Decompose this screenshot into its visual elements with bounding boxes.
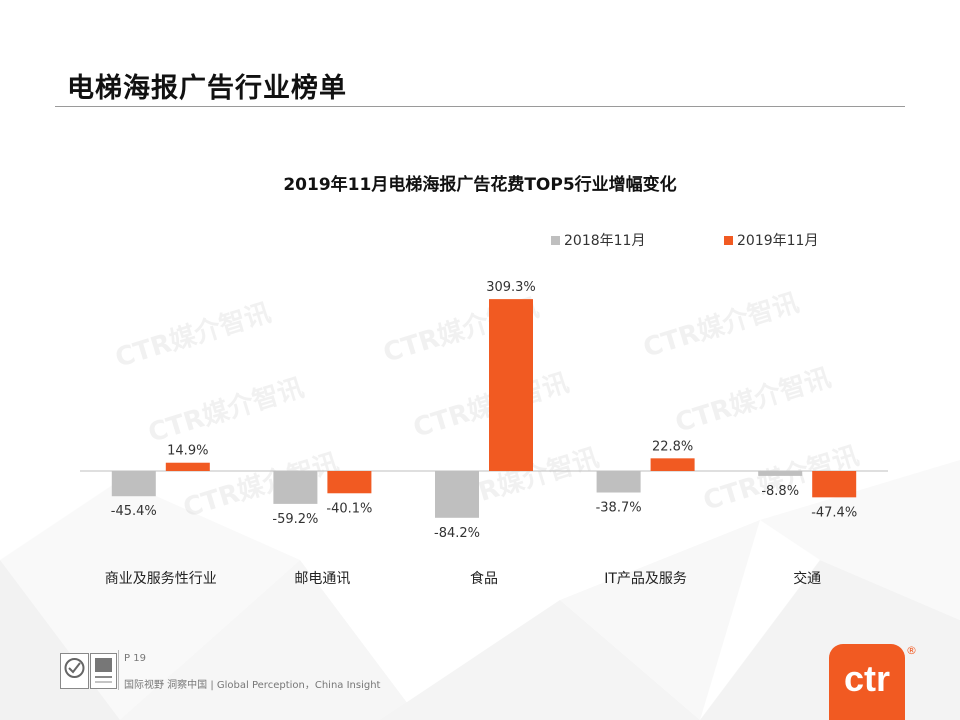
page-title: 电梯海报广告行业榜单 bbox=[67, 73, 347, 104]
logo-text: ctr bbox=[843, 658, 891, 699]
ctr-logo: ctr bbox=[829, 644, 905, 720]
data-label: 14.9% bbox=[167, 444, 208, 459]
category-label: 交通 bbox=[793, 570, 821, 587]
legend-label-2019: 2019年11月 bbox=[737, 233, 819, 249]
footer-divider bbox=[118, 650, 119, 690]
bar-2019 bbox=[650, 458, 695, 471]
category-label: 食品 bbox=[470, 570, 498, 587]
bar-2019 bbox=[489, 299, 533, 471]
bar-2018 bbox=[758, 471, 803, 476]
bar-2018 bbox=[111, 471, 156, 497]
bar-2018 bbox=[273, 471, 318, 504]
legend-label-2018: 2018年11月 bbox=[564, 233, 646, 249]
bar-chart: -45.4% 14.9% 商业及服务性行业 -59.2% -40.1% 邮电通讯 -84.2… bbox=[80, 280, 888, 587]
category-label: 商业及服务性行业 bbox=[105, 571, 217, 587]
bar-2018 bbox=[596, 471, 641, 493]
bar-2019 bbox=[812, 471, 857, 498]
bar-2019 bbox=[327, 471, 372, 494]
data-label: -45.4% bbox=[111, 504, 157, 519]
legend-item-2019: 2019年11月 bbox=[724, 230, 818, 250]
legend-swatch-2019 bbox=[724, 235, 733, 245]
data-label: -38.7% bbox=[596, 501, 642, 516]
title-divider bbox=[55, 106, 905, 107]
legend-item-2018: 2018年11月 bbox=[551, 230, 645, 250]
registered-mark: ® bbox=[906, 644, 917, 657]
category-label: 邮电通讯 bbox=[294, 571, 350, 587]
data-label: 309.3% bbox=[486, 280, 536, 295]
category-label: IT产品及服务 bbox=[604, 571, 687, 587]
footer-tagline: 国际视野 洞察中国 | Global Perception，China Insi… bbox=[124, 680, 381, 691]
certification-badges bbox=[60, 653, 117, 689]
chart-title: 2019年11月电梯海报广告花费TOP5行业增幅变化 bbox=[283, 175, 677, 195]
data-label: -8.8% bbox=[761, 484, 799, 499]
data-label: -47.4% bbox=[811, 505, 857, 520]
data-label: 22.8% bbox=[652, 439, 693, 454]
data-label: -40.1% bbox=[326, 501, 372, 516]
page-number: P 19 bbox=[124, 653, 146, 664]
data-label: -59.2% bbox=[272, 512, 318, 527]
data-label: -84.2% bbox=[434, 526, 480, 541]
bar-2018 bbox=[435, 471, 479, 518]
bar-2019 bbox=[165, 462, 210, 471]
legend-swatch-2018 bbox=[551, 235, 560, 245]
